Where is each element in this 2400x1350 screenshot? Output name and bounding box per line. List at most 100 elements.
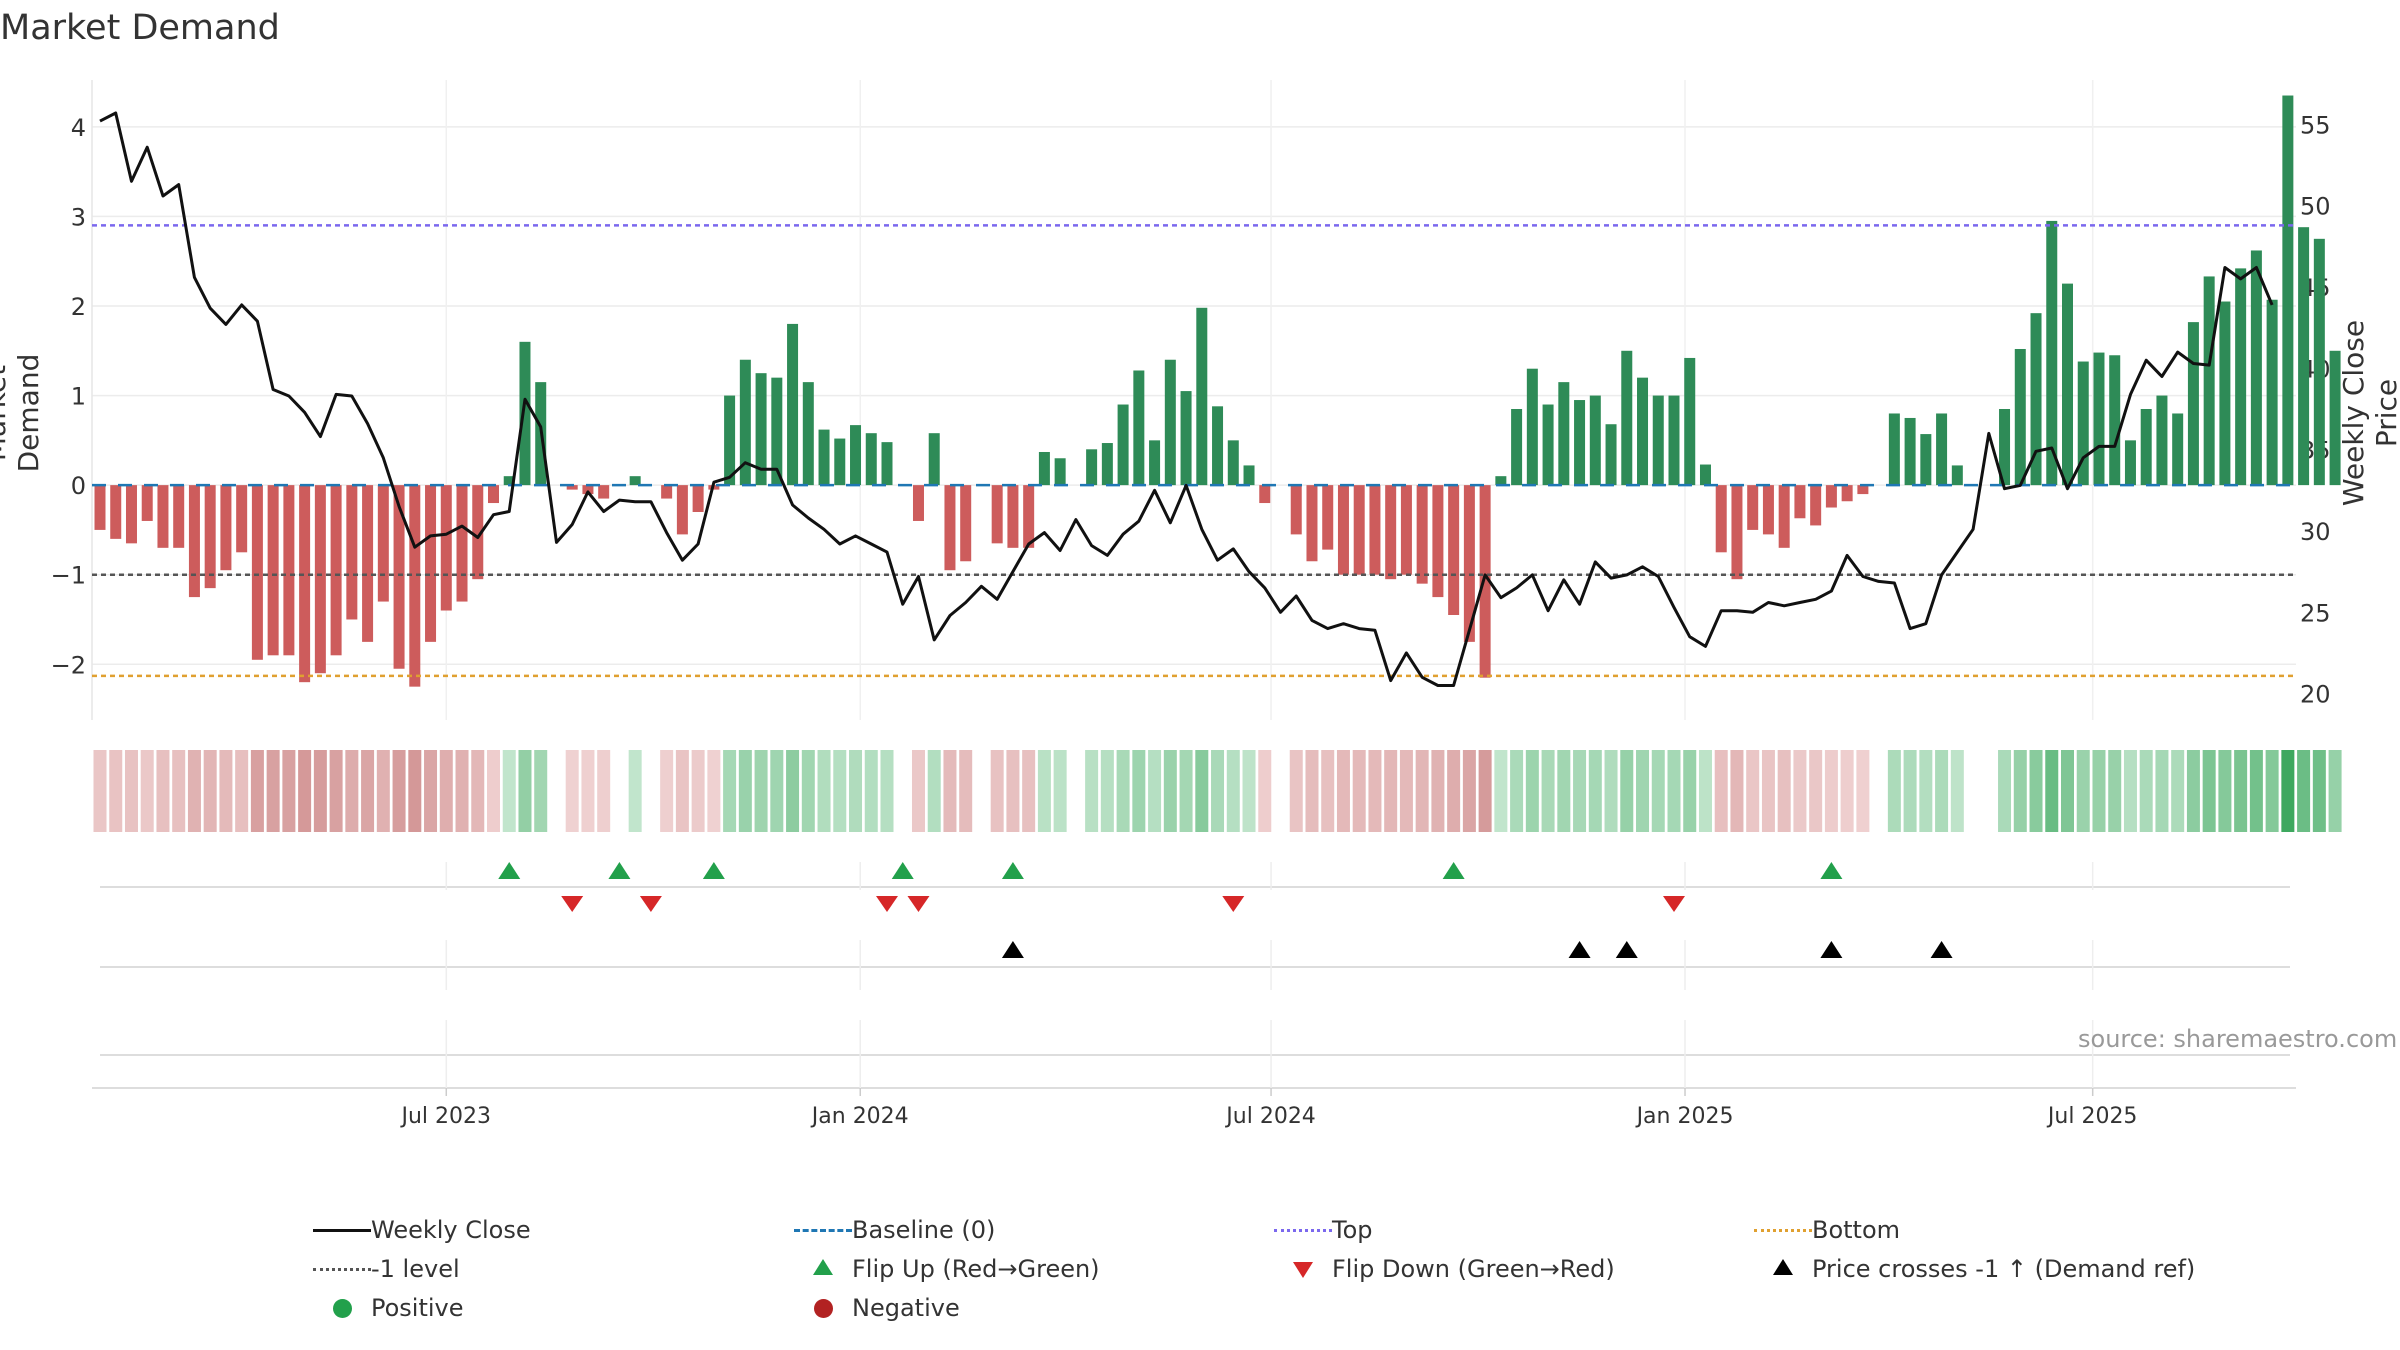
bar-negative [960, 485, 972, 562]
heat-cell [1714, 750, 1728, 832]
heat-cell [1037, 750, 1051, 832]
bar-negative [362, 485, 374, 642]
heat-cell [2218, 750, 2232, 832]
heat-cell [156, 750, 170, 832]
heat-cell [2186, 750, 2200, 832]
bar-positive [1684, 357, 1696, 486]
flip-down-marker [1222, 896, 1245, 912]
heat-cell [329, 750, 343, 832]
legend-item-positive: Positive [305, 1290, 464, 1326]
x-tick-label: Jul 2023 [400, 1104, 492, 1129]
heat-cell [628, 750, 642, 832]
heat-cell [2297, 750, 2311, 832]
bar-positive [1605, 424, 1617, 486]
heat-cell [770, 750, 784, 832]
heat-cell [1116, 750, 1130, 832]
bar-positive [2266, 299, 2278, 486]
bar-negative [566, 485, 578, 490]
bar-positive [724, 395, 736, 486]
heat-cell [1368, 750, 1382, 832]
bar-positive [1133, 370, 1145, 486]
bar-positive [2203, 276, 2215, 486]
heat-cell [1431, 750, 1445, 832]
flip-up-marker [891, 862, 914, 879]
flip-down-marker [561, 896, 584, 912]
heat-cell [581, 750, 595, 832]
heat-cell [1132, 750, 1146, 832]
heat-cell [1336, 750, 1350, 832]
heat-cell [833, 750, 847, 832]
heat-cell [2265, 750, 2279, 832]
heat-cell [1163, 750, 1177, 832]
heat-cell [2045, 750, 2059, 832]
bar-positive [2329, 350, 2341, 486]
bar-positive [2313, 238, 2325, 486]
bar-positive [1086, 449, 1098, 486]
bar-positive [881, 442, 893, 486]
bar-negative [173, 485, 185, 548]
bar-negative [1778, 485, 1790, 548]
bar-positive [2093, 352, 2105, 486]
bar-negative [1353, 485, 1365, 575]
legend-item-negative: Negative [786, 1290, 960, 1326]
bar-negative [1841, 485, 1853, 502]
bar-positive [1101, 443, 1113, 486]
legend-item-flipdown: Flip Down (Green→Red) [1266, 1251, 1615, 1287]
bar-positive [1542, 404, 1554, 486]
heat-cell [1305, 750, 1319, 832]
bar-positive [850, 425, 862, 486]
heat-cell [817, 750, 831, 832]
bar-negative [236, 485, 248, 553]
bar-positive [1243, 465, 1255, 486]
flip-up-marker [498, 862, 521, 879]
bar-negative [676, 485, 688, 535]
bar-negative [1448, 485, 1460, 615]
bar-positive [1936, 413, 1948, 486]
heat-cell [2092, 750, 2106, 832]
bar-negative [125, 485, 137, 544]
heat-cell [597, 750, 611, 832]
heat-cell [1462, 750, 1476, 832]
heat-cell [1289, 750, 1303, 832]
heat-cell [660, 750, 674, 832]
legend-label-minus1: -1 level [371, 1255, 460, 1283]
bar-positive [1164, 359, 1176, 486]
bar-negative [425, 485, 437, 642]
heat-cell [1022, 750, 1036, 832]
heat-cell [2139, 750, 2153, 832]
heat-cell [1494, 750, 1508, 832]
bar-negative [299, 485, 311, 683]
bar-positive [1699, 464, 1711, 486]
flip-down-marker [639, 896, 662, 912]
bar-negative [283, 485, 295, 656]
legend-item-cross: Price crosses -1 ↑ (Demand ref) [1746, 1251, 2195, 1287]
bar-positive [802, 382, 814, 486]
heat-cell [2202, 750, 2216, 832]
heat-cell [1100, 750, 1114, 832]
heat-cell [1840, 750, 1854, 832]
price-cross-marker [1820, 941, 1843, 958]
bar-positive [1180, 391, 1192, 486]
heat-cell [1242, 750, 1256, 832]
bar-positive [2235, 268, 2247, 486]
bar-negative [1432, 485, 1444, 598]
bar-negative [440, 485, 452, 611]
heat-cell [1415, 750, 1429, 832]
bar-negative [393, 485, 405, 669]
bar-negative [1762, 485, 1774, 535]
bar-positive [818, 429, 830, 486]
bar-positive [629, 476, 641, 486]
legend-label-top: Top [1332, 1216, 1373, 1244]
heat-cell [1761, 750, 1775, 832]
heat-cell [786, 750, 800, 832]
bar-negative [94, 485, 106, 530]
bar-positive [1511, 409, 1523, 486]
bar-positive [1117, 404, 1129, 486]
bar-positive [1227, 440, 1239, 486]
heat-cell [1541, 750, 1555, 832]
bar-positive [2187, 322, 2199, 486]
bar-positive [1212, 406, 1224, 486]
bar-negative [157, 485, 169, 548]
bar-positive [519, 341, 531, 486]
